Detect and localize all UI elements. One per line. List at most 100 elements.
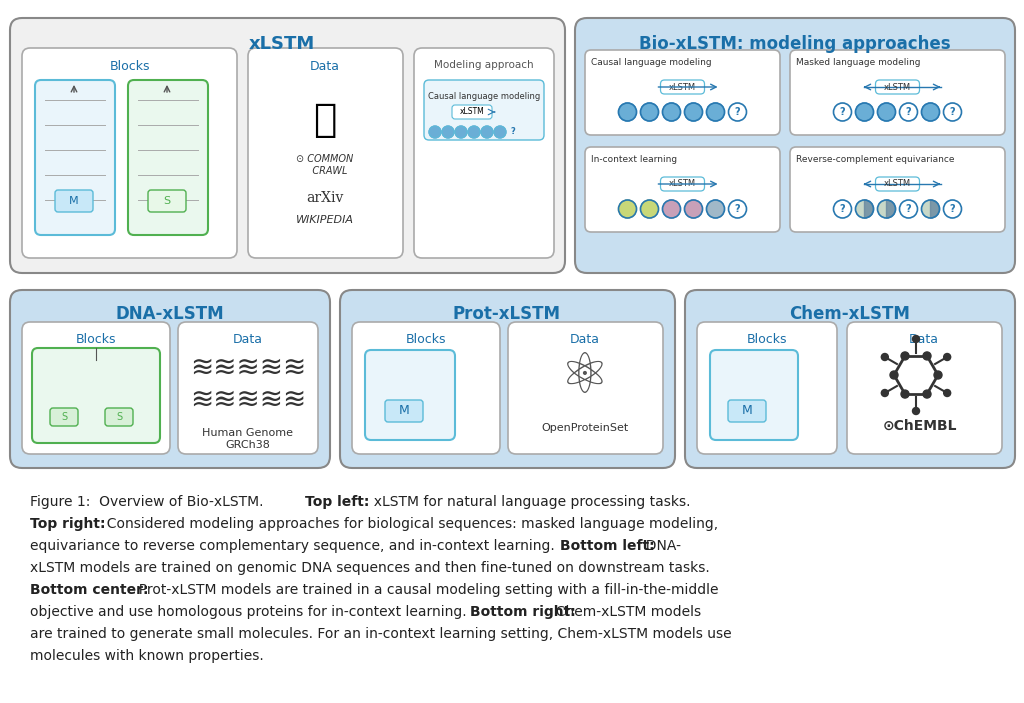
Text: Chem-xLSTM models: Chem-xLSTM models [547,605,701,619]
Text: objective and use homologous proteins for in-context learning.: objective and use homologous proteins fo… [30,605,480,619]
Text: xLSTM: xLSTM [669,82,696,91]
Text: ?: ? [905,204,911,214]
Text: M: M [70,196,79,206]
Text: molecules with known properties.: molecules with known properties. [30,649,264,663]
Polygon shape [931,200,939,218]
Circle shape [934,371,942,379]
Text: Reverse-complement equivariance: Reverse-complement equivariance [796,155,954,164]
Text: Causal language modeling: Causal language modeling [428,92,540,101]
FancyBboxPatch shape [340,290,675,468]
Text: Blocks: Blocks [110,60,151,73]
FancyBboxPatch shape [424,80,544,140]
FancyBboxPatch shape [128,80,208,235]
Text: S: S [61,412,67,422]
Circle shape [663,103,681,121]
Text: Data: Data [310,60,340,73]
FancyBboxPatch shape [790,147,1005,232]
Circle shape [922,103,939,121]
Text: xLSTM: xLSTM [884,179,911,188]
Polygon shape [887,200,896,218]
Text: xLSTM: xLSTM [249,35,315,53]
Text: M: M [398,404,410,418]
FancyBboxPatch shape [22,322,170,454]
FancyBboxPatch shape [414,48,554,258]
Text: Prot-xLSTM models are trained in a causal modeling setting with a fill-in-the-mi: Prot-xLSTM models are trained in a causa… [130,583,719,597]
FancyBboxPatch shape [352,322,500,454]
FancyBboxPatch shape [248,48,403,258]
Text: xLSTM for natural language processing tasks.: xLSTM for natural language processing ta… [365,495,690,509]
Text: DNA-xLSTM: DNA-xLSTM [116,305,224,323]
Text: Considered modeling approaches for biological sequences: masked language modelin: Considered modeling approaches for biolo… [98,517,718,531]
Circle shape [707,103,725,121]
Text: Blocks: Blocks [406,333,446,346]
Text: ≋≋≋≋≋: ≋≋≋≋≋ [189,386,306,414]
Text: ≋≋≋≋≋: ≋≋≋≋≋ [189,354,306,382]
Circle shape [944,389,950,396]
Circle shape [944,354,950,361]
Text: ?: ? [734,107,740,117]
Text: xLSTM models are trained on genomic DNA sequences and then fine-tuned on downstr: xLSTM models are trained on genomic DNA … [30,561,710,575]
FancyBboxPatch shape [575,18,1015,273]
Text: arXiv: arXiv [306,191,344,205]
Circle shape [878,200,896,218]
FancyBboxPatch shape [32,348,160,443]
Circle shape [890,371,898,379]
FancyBboxPatch shape [660,80,705,94]
Text: ⚛: ⚛ [560,351,610,405]
FancyBboxPatch shape [35,80,115,235]
Text: Bottom left:: Bottom left: [560,539,654,553]
Text: Bottom center:: Bottom center: [30,583,148,597]
FancyBboxPatch shape [22,48,237,258]
Circle shape [922,200,939,218]
Circle shape [899,103,918,121]
FancyBboxPatch shape [790,50,1005,135]
Text: ?: ? [905,107,911,117]
FancyBboxPatch shape [876,177,920,191]
FancyBboxPatch shape [847,322,1002,454]
Text: S: S [164,196,171,206]
FancyBboxPatch shape [55,190,93,212]
Text: Figure 1:  Overview of Bio-xLSTM.: Figure 1: Overview of Bio-xLSTM. [30,495,272,509]
Text: equivariance to reverse complementary sequence, and in-context learning.: equivariance to reverse complementary se… [30,539,568,553]
Text: Bio-xLSTM: modeling approaches: Bio-xLSTM: modeling approaches [639,35,951,53]
FancyBboxPatch shape [148,190,186,212]
Circle shape [882,389,889,396]
Circle shape [912,408,920,415]
Circle shape [455,126,467,138]
Circle shape [912,335,920,342]
Circle shape [855,103,873,121]
FancyBboxPatch shape [452,105,492,119]
Circle shape [943,200,962,218]
FancyBboxPatch shape [105,408,133,426]
FancyBboxPatch shape [660,177,705,191]
Text: are trained to generate small molecules. For an in-context learning setting, Che: are trained to generate small molecules.… [30,627,731,641]
Text: Prot-xLSTM: Prot-xLSTM [453,305,561,323]
FancyBboxPatch shape [178,322,318,454]
Text: ?: ? [949,107,955,117]
Circle shape [429,126,441,138]
Circle shape [878,103,896,121]
Circle shape [834,103,852,121]
Text: WIKIPEDIA: WIKIPEDIA [296,215,354,225]
Text: xLSTM: xLSTM [460,108,484,117]
Text: Masked language modeling: Masked language modeling [796,58,921,67]
Circle shape [901,352,909,360]
Circle shape [901,390,909,398]
Circle shape [618,103,637,121]
Text: ⊙ChEMBL: ⊙ChEMBL [883,419,957,433]
Circle shape [834,200,852,218]
Text: ?: ? [511,127,515,136]
Text: xLSTM: xLSTM [669,179,696,188]
Text: Data: Data [570,333,600,346]
Text: Top left:: Top left: [305,495,370,509]
Text: M: M [741,404,753,418]
Circle shape [728,200,746,218]
Circle shape [481,126,493,138]
Circle shape [882,354,889,361]
FancyBboxPatch shape [685,290,1015,468]
Text: Blocks: Blocks [76,333,117,346]
FancyBboxPatch shape [385,400,423,422]
Circle shape [618,200,637,218]
Text: In-context learning: In-context learning [591,155,677,164]
Circle shape [684,103,702,121]
